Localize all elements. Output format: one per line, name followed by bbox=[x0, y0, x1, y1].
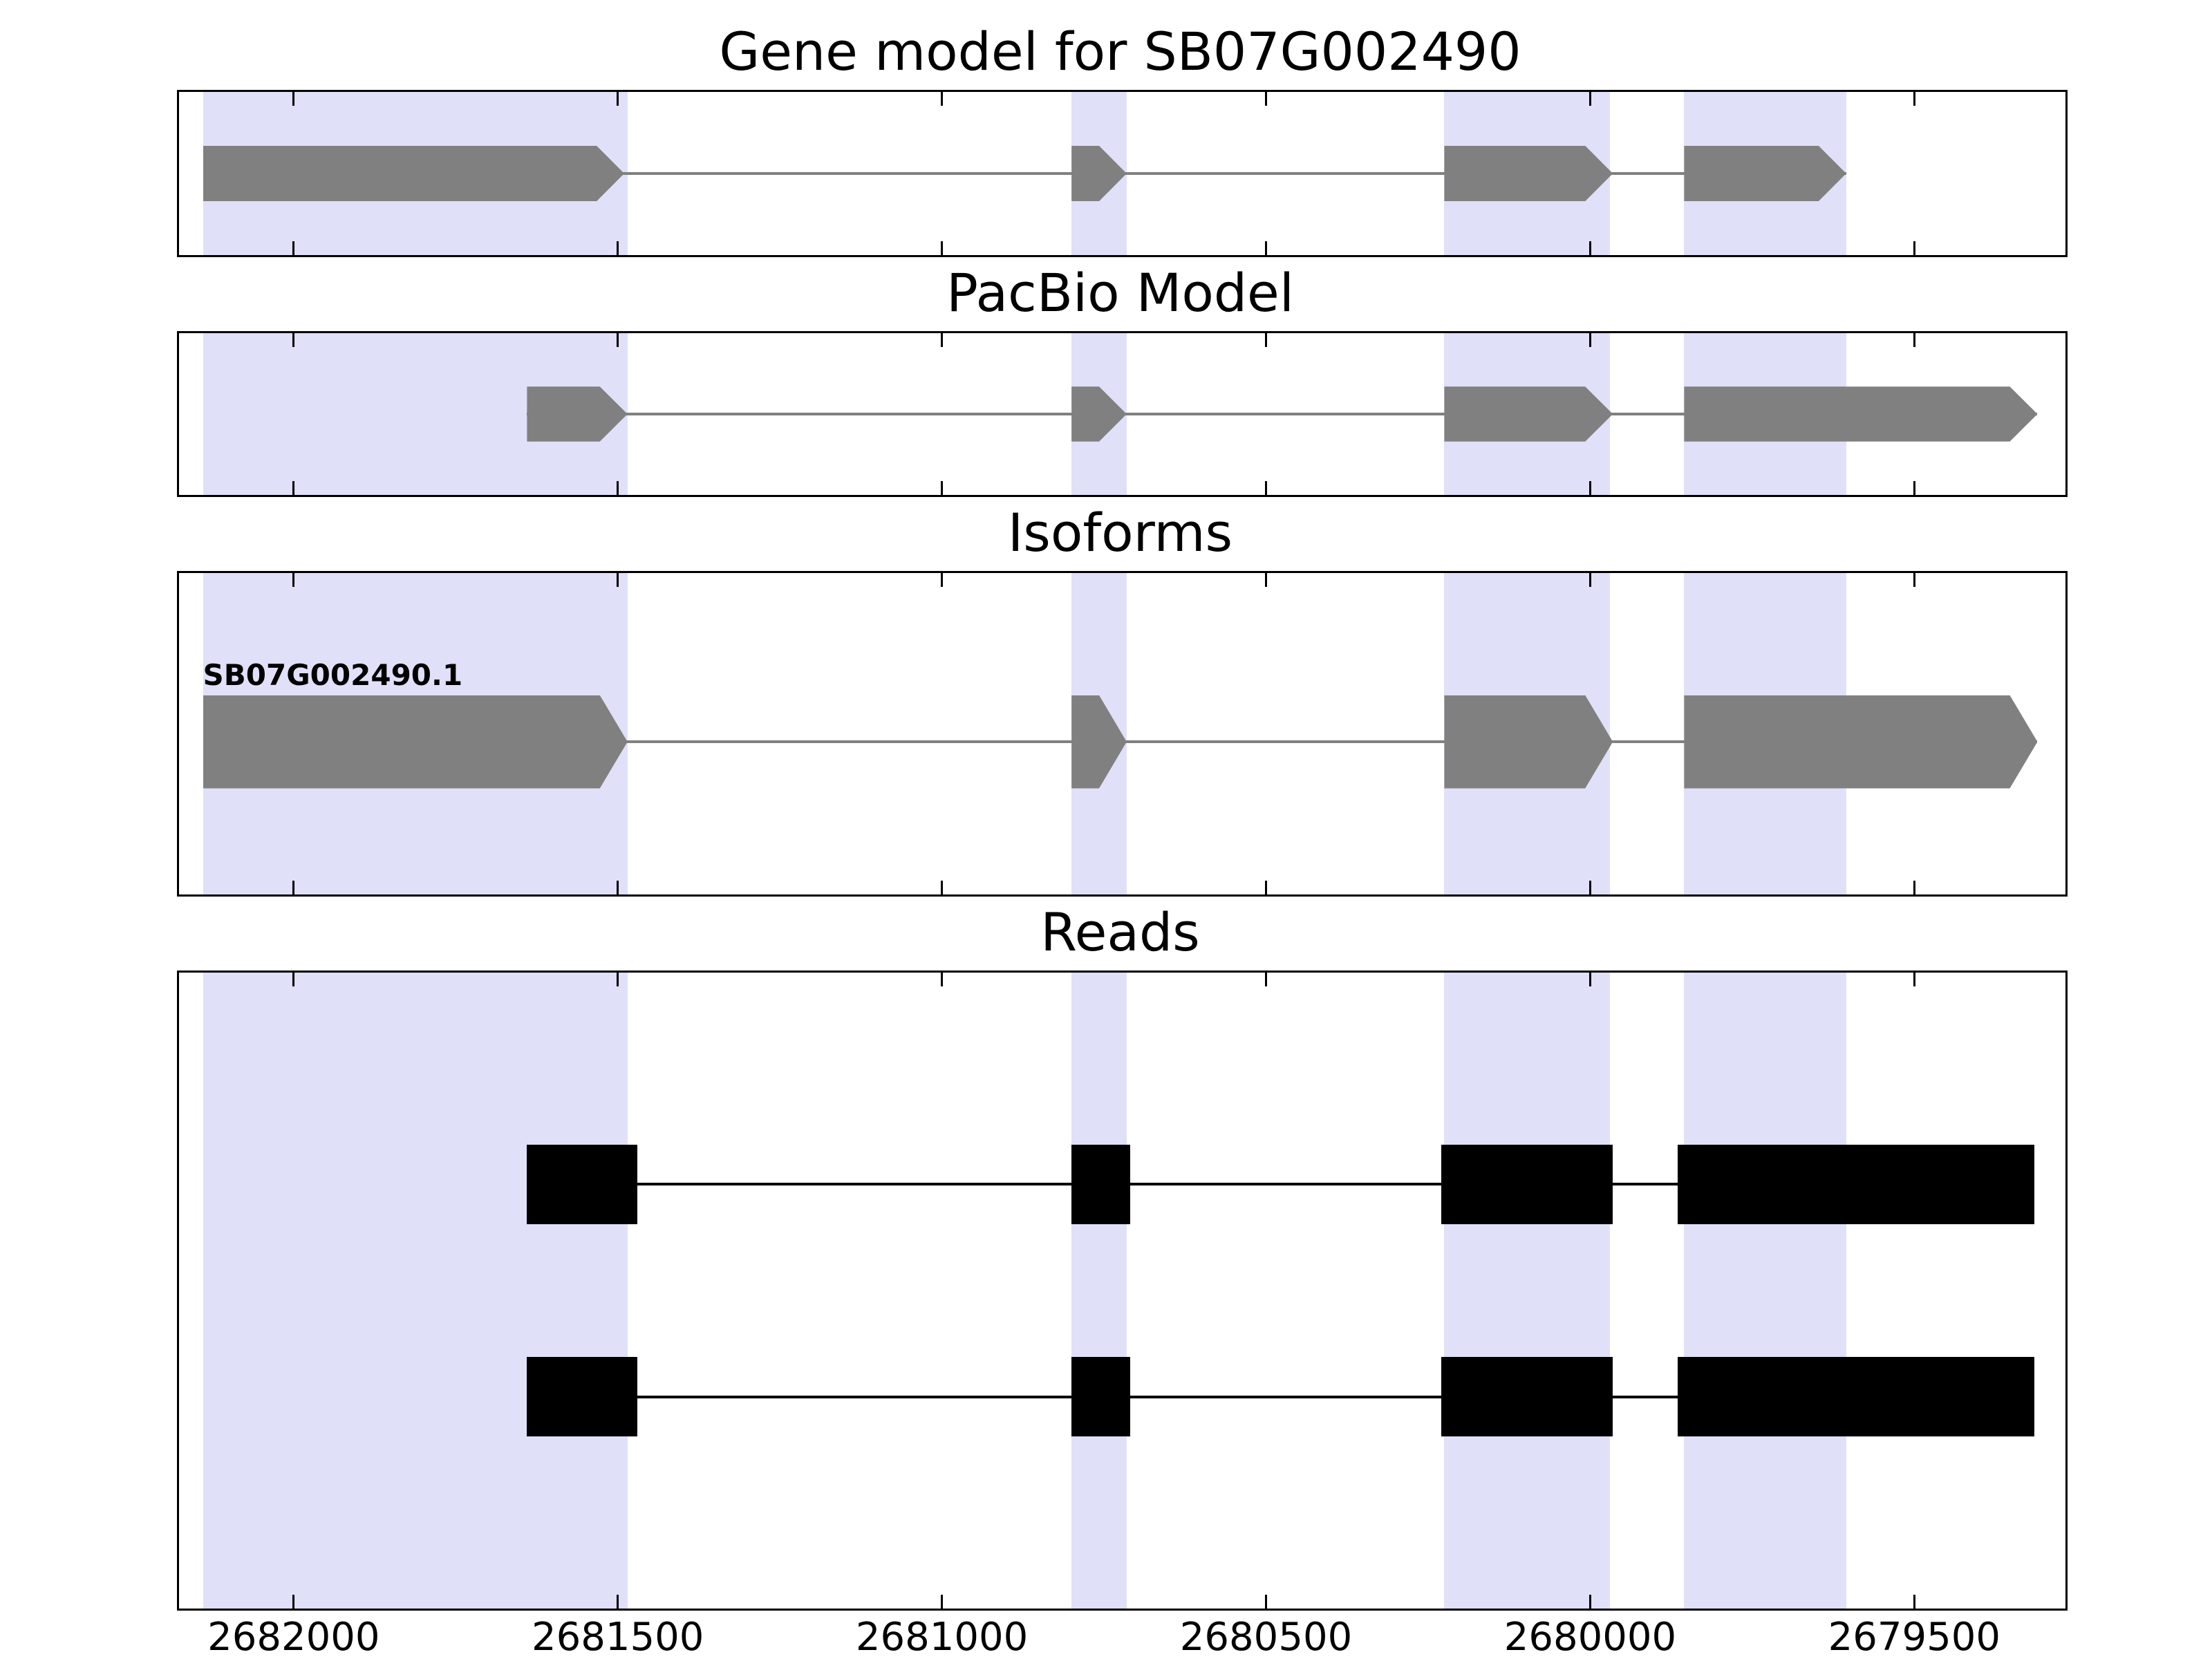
axis-tick bbox=[941, 481, 944, 495]
panel-pacbio-model bbox=[177, 331, 2068, 497]
axis-tick bbox=[941, 1595, 944, 1609]
read-block bbox=[527, 1144, 637, 1224]
axis-tick bbox=[617, 881, 619, 894]
axis-tick bbox=[617, 241, 619, 255]
axis-tick bbox=[617, 481, 619, 495]
axis-tick-label: 2679500 bbox=[1828, 1615, 2000, 1659]
title-pacbio-model: PacBio Model bbox=[946, 261, 1294, 324]
axis-tick bbox=[292, 92, 295, 106]
axis-tick bbox=[1265, 333, 1267, 347]
axis-tick bbox=[617, 1595, 619, 1609]
axis-tick bbox=[617, 333, 619, 347]
axis-tick bbox=[941, 92, 944, 106]
axis-tick bbox=[292, 973, 295, 986]
exon bbox=[1684, 386, 2037, 442]
axis-tick bbox=[617, 573, 619, 587]
title-gene-model: Gene model for SB07G002490 bbox=[719, 20, 1521, 82]
read-block bbox=[1441, 1144, 1613, 1224]
axis-tick-label: 2681500 bbox=[532, 1615, 704, 1659]
read-block bbox=[1678, 1144, 2034, 1224]
exon bbox=[1444, 386, 1613, 442]
axis-tick bbox=[1913, 333, 1915, 347]
axis-tick-label: 2680000 bbox=[1503, 1615, 1677, 1659]
axis-tick bbox=[617, 973, 619, 986]
axis-tick bbox=[1588, 481, 1591, 495]
axis-tick bbox=[1913, 481, 1915, 495]
axis-tick bbox=[1588, 881, 1591, 894]
axis-tick bbox=[1588, 573, 1591, 587]
title-reads: Reads bbox=[1040, 901, 1200, 963]
axis-tick bbox=[1588, 92, 1591, 106]
read-block bbox=[1071, 1357, 1130, 1437]
read-block bbox=[1071, 1144, 1130, 1224]
axis-tick bbox=[941, 881, 944, 894]
axis-tick bbox=[1265, 881, 1267, 894]
intron-line bbox=[203, 172, 1846, 175]
axis-tick bbox=[1265, 481, 1267, 495]
axis-tick bbox=[292, 1595, 295, 1609]
axis-tick bbox=[292, 241, 295, 255]
axis-tick bbox=[292, 333, 295, 347]
read-block bbox=[1678, 1357, 2034, 1437]
exon bbox=[1684, 695, 2037, 789]
panel-isoforms: SB07G002490.1 bbox=[177, 571, 2068, 897]
axis-tick bbox=[1265, 1595, 1267, 1609]
intron-line bbox=[527, 413, 2038, 415]
axis-tick bbox=[292, 573, 295, 587]
highlight-band bbox=[1444, 973, 1610, 1609]
axis-tick bbox=[1265, 241, 1267, 255]
axis-tick bbox=[1913, 973, 1915, 986]
axis-tick bbox=[1588, 1595, 1591, 1609]
axis-tick bbox=[1913, 881, 1915, 894]
axis-tick-label: 2680500 bbox=[1179, 1615, 1353, 1659]
isoform-label: SB07G002490.1 bbox=[203, 657, 463, 692]
highlight-band bbox=[203, 973, 628, 1609]
exon bbox=[203, 146, 625, 201]
axis-tick bbox=[1588, 333, 1591, 347]
axis-tick bbox=[941, 573, 944, 587]
intron-line bbox=[527, 1183, 2034, 1186]
exon bbox=[203, 695, 628, 789]
axis-tick bbox=[1265, 92, 1267, 106]
read-block bbox=[527, 1357, 637, 1437]
axis-tick bbox=[1913, 1595, 1915, 1609]
axis-tick bbox=[1913, 573, 1915, 587]
exon bbox=[1444, 695, 1613, 789]
axis-tick bbox=[1588, 973, 1591, 986]
exon bbox=[1684, 146, 1846, 201]
highlight-band bbox=[1684, 973, 1846, 1609]
axis-tick-label: 2682000 bbox=[207, 1615, 380, 1659]
axis-tick bbox=[292, 881, 295, 894]
axis-tick bbox=[1588, 241, 1591, 255]
axis-tick bbox=[1265, 973, 1267, 986]
axis-tick bbox=[1913, 92, 1915, 106]
highlight-band bbox=[1071, 973, 1127, 1609]
exon bbox=[1444, 146, 1613, 201]
axis-tick bbox=[1913, 241, 1915, 255]
panel-gene-model bbox=[177, 90, 2068, 257]
title-isoforms: Isoforms bbox=[1007, 501, 1233, 563]
axis-tick bbox=[1265, 573, 1267, 587]
axis-tick bbox=[941, 333, 944, 347]
axis-tick bbox=[941, 241, 944, 255]
axis-tick-label: 2681000 bbox=[855, 1615, 1029, 1659]
axis-tick bbox=[617, 92, 619, 106]
axis-tick bbox=[941, 973, 944, 986]
intron-line bbox=[527, 1395, 2034, 1398]
panel-reads bbox=[177, 971, 2068, 1611]
read-block bbox=[1441, 1357, 1613, 1437]
axis-tick bbox=[292, 481, 295, 495]
